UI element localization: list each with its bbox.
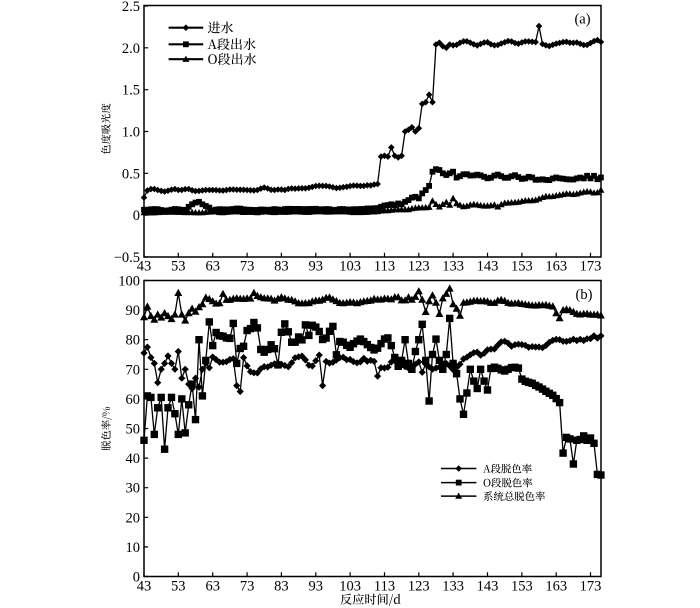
svg-text:−0.5: −0.5 — [114, 250, 140, 266]
svg-text:0.5: 0.5 — [122, 166, 140, 182]
svg-text:123: 123 — [408, 259, 430, 275]
svg-text:93: 93 — [309, 259, 324, 275]
svg-text:(a): (a) — [574, 12, 590, 28]
svg-text:43: 43 — [137, 259, 152, 275]
svg-text:103: 103 — [339, 259, 361, 275]
svg-text:(b): (b) — [576, 287, 593, 303]
svg-text:163: 163 — [545, 579, 567, 595]
svg-text:2.0: 2.0 — [122, 41, 140, 57]
svg-text:53: 53 — [171, 579, 186, 595]
svg-text:113: 113 — [374, 579, 395, 595]
svg-text:100: 100 — [118, 274, 140, 290]
svg-text:2.5: 2.5 — [122, 0, 140, 15]
svg-text:83: 83 — [274, 259, 289, 275]
svg-text:103: 103 — [339, 579, 361, 595]
svg-text:0: 0 — [133, 570, 140, 586]
svg-text:83: 83 — [274, 579, 289, 595]
svg-text:143: 143 — [477, 259, 499, 275]
svg-text:50: 50 — [126, 422, 141, 438]
svg-text:63: 63 — [205, 259, 220, 275]
svg-text:93: 93 — [309, 579, 324, 595]
svg-text:173: 173 — [580, 259, 602, 275]
svg-text:173: 173 — [580, 579, 602, 595]
svg-text:1.5: 1.5 — [122, 83, 140, 99]
svg-text:133: 133 — [442, 259, 464, 275]
svg-text:80: 80 — [126, 333, 141, 349]
svg-text:70: 70 — [126, 362, 141, 378]
svg-text:40: 40 — [126, 451, 141, 467]
svg-text:73: 73 — [240, 259, 255, 275]
svg-text:90: 90 — [126, 303, 141, 319]
svg-text:30: 30 — [126, 481, 141, 497]
svg-text:153: 153 — [511, 259, 533, 275]
svg-text:60: 60 — [126, 392, 141, 408]
svg-text:43: 43 — [137, 579, 152, 595]
svg-text:53: 53 — [171, 259, 186, 275]
svg-text:63: 63 — [205, 579, 220, 595]
svg-text:1.0: 1.0 — [122, 125, 140, 141]
svg-text:163: 163 — [545, 259, 567, 275]
svg-text:143: 143 — [477, 579, 499, 595]
svg-text:20: 20 — [126, 510, 141, 526]
svg-text:133: 133 — [442, 579, 464, 595]
svg-text:113: 113 — [374, 259, 395, 275]
svg-text:10: 10 — [126, 540, 141, 556]
svg-text:73: 73 — [240, 579, 255, 595]
svg-text:153: 153 — [511, 579, 533, 595]
svg-text:123: 123 — [408, 579, 430, 595]
svg-text:0: 0 — [133, 208, 140, 224]
